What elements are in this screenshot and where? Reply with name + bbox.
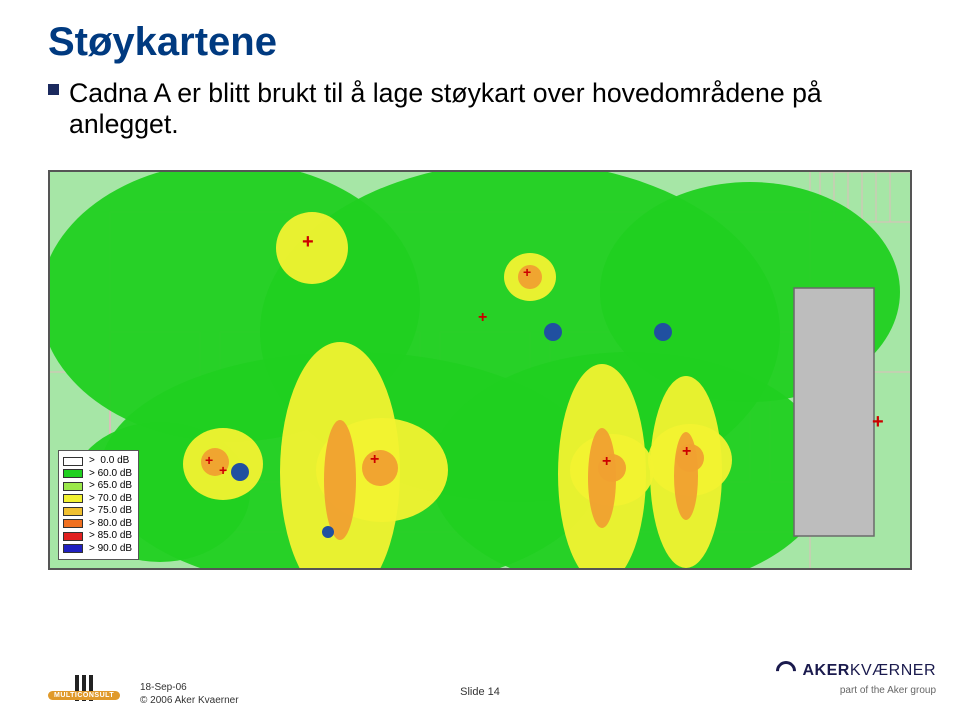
legend-row: > 65.0 dB <box>63 480 132 493</box>
aker-word-2: KVÆRNER <box>850 662 936 679</box>
legend-swatch <box>63 469 83 478</box>
plus-marker-icon: + <box>478 310 487 326</box>
noise-map: + + + + + + + + + > 0.0 dB> 60.0 dB> 65.0 dB> 70.… <box>48 170 912 570</box>
multiconsult-label: MULTICONSULT <box>48 691 120 700</box>
bullet-text: Cadna A er blitt brukt til å lage støyka… <box>69 78 889 140</box>
legend-swatch <box>63 532 83 541</box>
aker-word-1: AKER <box>802 662 849 679</box>
bullet-square-icon <box>48 84 59 95</box>
slide: Støykartene Cadna A er blitt brukt til å… <box>0 0 960 720</box>
footer-left: 18-Sep-06 © 2006 Aker Kvaerner <box>140 682 239 706</box>
legend-label: > 80.0 dB <box>89 518 132 531</box>
plus-marker-icon: + <box>370 452 379 468</box>
bullet-list: Cadna A er blitt brukt til å lage støyka… <box>48 78 889 140</box>
measurement-dot <box>544 323 562 341</box>
legend-row: > 0.0 dB <box>63 455 132 468</box>
plus-marker-icon: + <box>205 453 213 467</box>
legend-label: > 0.0 dB <box>89 455 129 468</box>
measurement-dot <box>322 526 334 538</box>
aker-logo: AKERKVÆRNER <box>776 661 936 681</box>
plus-marker-icon: + <box>602 454 611 470</box>
plus-marker-icon: + <box>219 463 227 477</box>
legend-row: > 60.0 dB <box>63 468 132 481</box>
legend-row: > 70.0 dB <box>63 493 132 506</box>
legend-row: > 85.0 dB <box>63 530 132 543</box>
legend-label: > 90.0 dB <box>89 543 132 556</box>
footer-copyright: © 2006 Aker Kvaerner <box>140 695 239 706</box>
legend-row: > 75.0 dB <box>63 505 132 518</box>
multiconsult-logo: MULTICONSULT <box>48 675 120 700</box>
page-title: Støykartene <box>48 20 277 65</box>
aker-arc-icon <box>772 657 800 685</box>
legend-label: > 70.0 dB <box>89 493 132 506</box>
slide-footer: MULTICONSULT 18-Sep-06 © 2006 Aker Kvaer… <box>0 640 960 720</box>
noise-map-svg <box>50 172 912 570</box>
legend-label: > 65.0 dB <box>89 480 132 493</box>
noise-legend: > 0.0 dB> 60.0 dB> 65.0 dB> 70.0 dB> 75.… <box>58 450 139 560</box>
legend-swatch <box>63 519 83 528</box>
plus-marker-icon: + <box>523 265 531 279</box>
aker-branding: AKERKVÆRNER part of the Aker group <box>776 661 936 696</box>
legend-swatch <box>63 507 83 516</box>
footer-date: 18-Sep-06 <box>140 682 239 693</box>
legend-swatch <box>63 544 83 553</box>
plus-marker-icon: + <box>872 412 884 432</box>
legend-label: > 75.0 dB <box>89 505 132 518</box>
legend-label: > 60.0 dB <box>89 468 132 481</box>
measurement-dot <box>654 323 672 341</box>
aker-wordmark: AKERKVÆRNER <box>802 662 936 680</box>
legend-row: > 80.0 dB <box>63 518 132 531</box>
measurement-dot <box>231 463 249 481</box>
legend-swatch <box>63 494 83 503</box>
footer-slide-number: Slide 14 <box>460 686 500 698</box>
aker-subline: part of the Aker group <box>840 685 936 696</box>
bullet-item: Cadna A er blitt brukt til å lage støyka… <box>48 78 889 140</box>
legend-swatch <box>63 457 83 466</box>
plus-marker-icon: + <box>682 444 691 460</box>
legend-row: > 90.0 dB <box>63 543 132 556</box>
legend-swatch <box>63 482 83 491</box>
legend-label: > 85.0 dB <box>89 530 132 543</box>
plus-marker-icon: + <box>302 232 314 252</box>
